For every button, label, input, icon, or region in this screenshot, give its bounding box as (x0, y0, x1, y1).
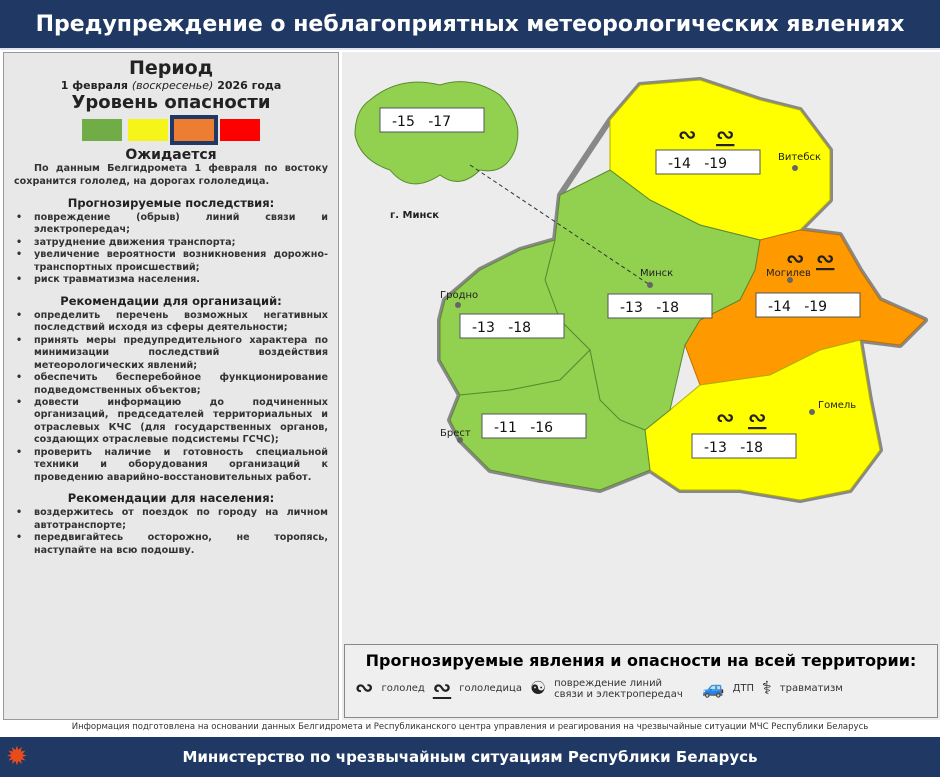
city-label-vitebsk: Витебск (778, 152, 821, 163)
injury-icon: ⚕ (762, 678, 772, 699)
temp-minsk-city: -15 -17 (392, 114, 451, 130)
level-title: Уровень опасности (71, 92, 271, 113)
legend-title: Прогнозируемые явления и опасности на вс… (365, 651, 917, 670)
legend: Прогнозируемые явления и опасности на вс… (344, 644, 938, 718)
list-item: довести информацию до подчиненных органи… (14, 397, 328, 447)
weekday: (воскресенье) (131, 79, 214, 92)
power-line-icon: ☯ (530, 678, 547, 699)
map: г. Минск Витебск Могилев Гомель Минск Гр… (342, 52, 940, 720)
temp-vitebsk: -14 -19 (668, 156, 727, 172)
date: 1 февраля (60, 79, 128, 92)
city-label-mogilev: Могилев (766, 268, 811, 279)
pop-list: воздержитесь от поездок по городу на лич… (14, 507, 328, 557)
city-label-minsk: Минск (640, 268, 673, 279)
list-item: риск травматизма населения. (14, 274, 328, 287)
org-title: Рекомендации для организаций: (60, 293, 282, 308)
list-item: затруднение движения транспорта; (14, 237, 328, 250)
level-green (82, 119, 122, 141)
legend-crash: ДТП (732, 683, 755, 694)
list-item: проверить наличие и готовность специальн… (14, 447, 328, 484)
level-red (220, 119, 260, 141)
temp-grodno: -13 -18 (472, 320, 531, 336)
org-list: определить перечень возможных негативных… (14, 310, 328, 485)
period-title: Период (128, 57, 214, 79)
list-item: повреждение (обрыв) линий связи и электр… (14, 212, 328, 237)
city-label-grodno: Гродно (440, 290, 478, 301)
expected-text: По данным Белгидромета 1 февраля по вост… (14, 163, 328, 187)
info-panel: Период 1 февраля (воскресенье) 2026 года… (3, 52, 339, 720)
ice-icon: ∾ (786, 247, 804, 272)
black-ice-icon: ∾ (748, 406, 766, 431)
temp-gomel: -13 -18 (704, 440, 763, 456)
legend-ice: гололед (381, 683, 425, 694)
inset-connector (469, 164, 651, 286)
level-orange-selected (170, 115, 218, 145)
black-ice-icon: ∾ (816, 247, 834, 272)
list-item: принять меры предупредительного характер… (14, 335, 328, 372)
ice-icon: ∾ (716, 406, 734, 431)
ice-icon: ∾ (678, 123, 696, 148)
temp-minsk: -13 -18 (620, 300, 679, 316)
temp-brest: -11 -16 (494, 420, 553, 436)
source-note: Информация подготовлена на основании дан… (71, 722, 869, 732)
legend-injury: травматизм (779, 683, 843, 694)
level-yellow (128, 119, 168, 141)
black-ice-icon: ∾ (432, 676, 452, 701)
minsk-city-inset[interactable] (354, 81, 519, 185)
list-item: определить перечень возможных негативных… (14, 310, 328, 335)
pop-title: Рекомендации для населения: (67, 491, 275, 506)
legend-power-line: повреждение линий связи и электропередач (554, 677, 683, 700)
danger-levels (14, 115, 328, 145)
expected-title: Ожидается (125, 147, 217, 163)
list-item: увеличение вероятности возникновения дор… (14, 249, 328, 274)
list-item: передвигайтесь осторожно, не торопясь, н… (14, 532, 328, 557)
list-item: воздержитесь от поездок по городу на лич… (14, 507, 328, 532)
city-label-gomel: Гомель (818, 400, 856, 411)
minsk-city-label: г. Минск (390, 210, 439, 221)
consequences-title: Прогнозируемые последствия: (67, 195, 275, 210)
ice-icon: ∾ (355, 676, 374, 701)
period-date: 1 февраля (воскресенье) 2026 года (14, 79, 328, 92)
consequences-list: повреждение (обрыв) линий связи и электр… (14, 212, 328, 287)
year: 2026 года (217, 79, 282, 92)
city-markers (455, 165, 815, 443)
list-item: обеспечить бесперебойное функционировани… (14, 372, 328, 397)
black-ice-icon: ∾ (716, 123, 734, 148)
mchs-logo-icon: ✹ (6, 742, 28, 772)
legend-black-ice: гололедица (459, 683, 522, 694)
city-label-brest: Брест (440, 428, 471, 439)
car-crash-icon: 🚙 (702, 678, 725, 699)
footer-title: Министерство по чрезвычайным ситуациям Р… (0, 737, 940, 777)
map-svg: г. Минск Витебск Могилев Гомель Минск Гр… (354, 77, 928, 503)
temp-mogilev: -14 -19 (768, 299, 827, 315)
page-title: Предупреждение о неблагоприятных метеоро… (0, 0, 940, 50)
